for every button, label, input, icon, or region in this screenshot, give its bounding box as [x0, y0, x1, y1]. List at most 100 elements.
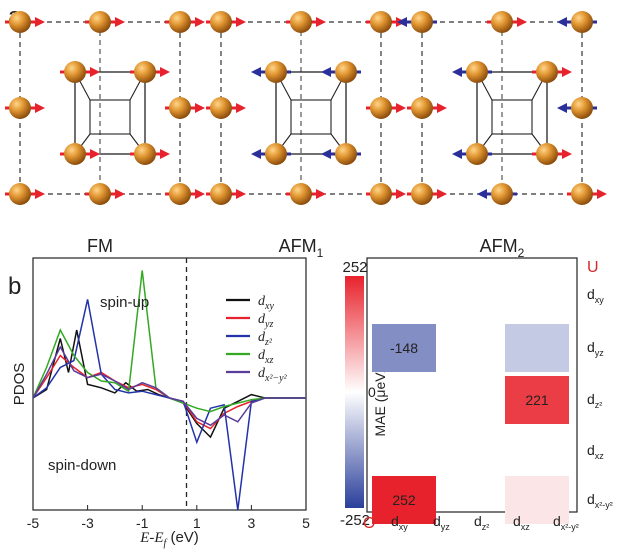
spin-arrow-head [477, 189, 487, 199]
fe-atom [89, 183, 111, 205]
fe-atom [9, 11, 31, 33]
pdos-series-5 [33, 345, 306, 427]
spin-arrow-head [437, 189, 447, 199]
fe-atom [571, 183, 593, 205]
fe-atom [411, 97, 433, 119]
fe-atom [536, 143, 558, 165]
fe-atom [411, 183, 433, 205]
spin-arrow-head [90, 149, 100, 159]
col-label: dxz [513, 513, 530, 532]
fe-atom [169, 97, 191, 119]
colorbar-zero: 0 [368, 384, 376, 400]
spin-arrow-head [517, 17, 527, 27]
spin-arrow-head [251, 67, 261, 77]
inner-cube [89, 99, 131, 135]
heatmap-cell [372, 476, 436, 524]
x-tick-label: -1 [136, 515, 149, 531]
fe-atom [134, 143, 156, 165]
spin-arrow-head [557, 17, 567, 27]
spin-arrow-head [160, 149, 170, 159]
structure-labels: FM AFM1 AFM2 [87, 236, 525, 260]
structure-label: AFM1 [279, 236, 324, 260]
heatmap-cell [505, 376, 569, 424]
legend-entry: dyz [258, 312, 273, 330]
legend-entry: dxy [258, 294, 274, 312]
colorbar [345, 276, 364, 508]
spin-arrow-head [452, 67, 462, 77]
spin-arrow-head [35, 189, 45, 199]
spin-arrow-head [452, 149, 462, 159]
colorbar-min: -252 [340, 512, 370, 529]
panel-b-label: b [8, 273, 21, 300]
x-tick-label: 3 [248, 515, 256, 531]
x-tick-label: -3 [81, 515, 94, 531]
spin-arrow-head [321, 149, 331, 159]
row-header-U: U [587, 259, 599, 276]
fe-atom [89, 11, 111, 33]
spin-arrow-head [396, 103, 406, 113]
fe-atom [169, 11, 191, 33]
legend-entry: dx²−y² [258, 366, 288, 384]
row-label: dyz [587, 339, 604, 358]
row-label: dxz [587, 442, 604, 461]
spin-arrow-head [35, 17, 45, 27]
structure-label: AFM2 [480, 236, 525, 260]
col-label: dz² [474, 513, 489, 532]
fe-atom [571, 11, 593, 33]
fe-atom [210, 97, 232, 119]
legend-entry: dxz [258, 348, 273, 366]
spin-structures [5, 11, 607, 205]
heatmap-cell-label: 252 [392, 492, 416, 508]
inner-cube [290, 99, 332, 135]
fe-atom [290, 183, 312, 205]
x-tick-label: -5 [27, 515, 40, 531]
spin-arrow-head [115, 189, 125, 199]
fe-atom [9, 97, 31, 119]
heatmap-cell-label: 221 [525, 392, 549, 408]
col-header-O: O [363, 515, 375, 532]
spin-arrow-head [35, 103, 45, 113]
inner-cell [476, 71, 548, 155]
spin-arrow-head [316, 17, 326, 27]
fe-atom [265, 61, 287, 83]
annotation-spin-up: spin-up [100, 294, 149, 311]
fe-atom [571, 97, 593, 119]
heatmap-cell [372, 324, 436, 372]
spin-arrow-head [236, 189, 246, 199]
fe-atom [411, 11, 433, 33]
fe-atom [491, 11, 513, 33]
spin-arrow-head [160, 67, 170, 77]
heatmap-cell [505, 324, 569, 372]
row-label: dx²-y² [587, 491, 613, 510]
row-label: dxy [587, 286, 604, 305]
spin-arrow-head [597, 189, 607, 199]
spin-arrow-head [562, 67, 572, 77]
fe-atom [134, 61, 156, 83]
spin-arrow-head [396, 189, 406, 199]
fe-atom [290, 11, 312, 33]
row-label: dz² [587, 391, 602, 410]
spin-arrow-head [397, 17, 407, 27]
pdos-series-3 [33, 299, 306, 510]
spin-arrow-head [321, 67, 331, 77]
pdos-x-label: E-Ef (eV) [139, 529, 199, 549]
heatmap-cell [505, 476, 569, 524]
structure-2 [206, 11, 406, 205]
colorbar-max: 252 [342, 259, 367, 276]
fe-atom [64, 143, 86, 165]
spin-arrow-head [316, 189, 326, 199]
spin-arrow-head [115, 17, 125, 27]
pdos-frame [32, 257, 307, 511]
annotation-spin-down: spin-down [48, 457, 116, 474]
heatmap-cell-label: -148 [390, 340, 418, 356]
structure-1 [5, 11, 205, 205]
spin-arrow-head [562, 149, 572, 159]
fe-atom [265, 143, 287, 165]
spin-arrow-head [90, 67, 100, 77]
x-tick-label: 1 [193, 515, 201, 531]
fe-atom [210, 183, 232, 205]
fe-atom [335, 61, 357, 83]
col-label: dxy [391, 513, 408, 532]
fe-atom [9, 183, 31, 205]
